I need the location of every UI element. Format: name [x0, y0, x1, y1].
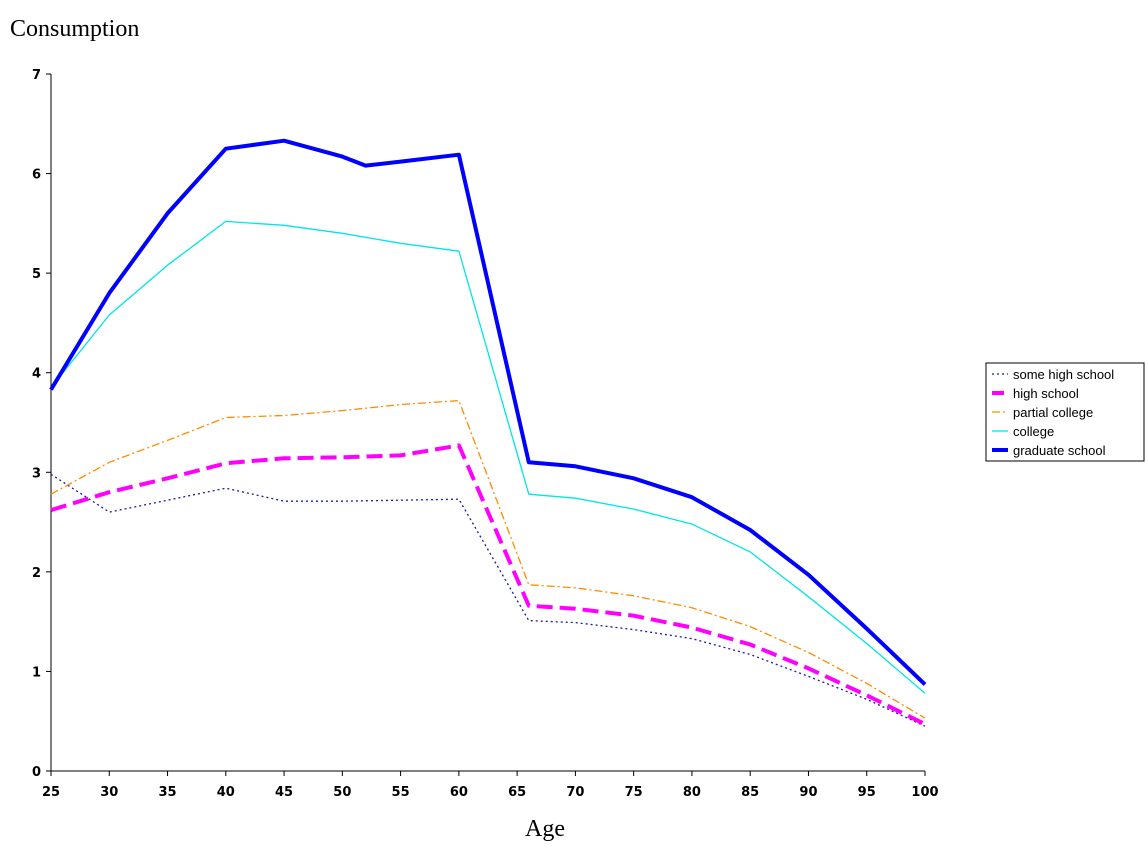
series-line-high-school — [50, 443, 926, 726]
legend-label: high school — [1013, 386, 1079, 401]
x-tick-label: 50 — [333, 785, 351, 800]
y-tick-label: 2 — [32, 566, 41, 581]
y-tick-label: 0 — [32, 765, 41, 780]
x-tick-label: 60 — [450, 785, 468, 800]
series-line-college — [50, 220, 926, 694]
x-tick-label: 90 — [799, 785, 817, 800]
legend-label: college — [1013, 424, 1054, 439]
x-tick-label: 95 — [858, 785, 876, 800]
y-tick-label: 5 — [32, 267, 41, 282]
series-layer — [49, 138, 927, 727]
x-tick-label: 100 — [911, 785, 938, 800]
y-tick-label: 4 — [32, 367, 41, 382]
legend-label: partial college — [1013, 405, 1093, 420]
x-tick-label: 65 — [508, 785, 526, 800]
legend-label: some high school — [1013, 367, 1114, 382]
y-tick-label: 3 — [32, 466, 41, 481]
x-ticks: 25 30 35 40 45 50 55 60 65 70 75 80 85 90 95 100 — [42, 771, 939, 800]
x-tick-label: 80 — [683, 785, 701, 800]
y-axis-title: Consumption — [10, 16, 139, 42]
x-tick-label: 25 — [42, 785, 60, 800]
x-tick-label: 70 — [566, 785, 584, 800]
series-line-graduate-school — [49, 138, 927, 686]
legend-label: graduate school — [1013, 443, 1106, 458]
series-line-partial-college — [50, 399, 926, 719]
x-tick-label: 85 — [741, 785, 759, 800]
y-tick-label: 7 — [32, 68, 41, 83]
x-axis-title: Age — [525, 816, 565, 842]
x-tick-label: 40 — [217, 785, 235, 800]
legend-box — [985, 362, 1145, 462]
x-tick-label: 55 — [392, 785, 410, 800]
y-tick-label: 6 — [32, 168, 41, 183]
legend: some high school high school partial colle… — [985, 362, 1145, 462]
x-tick-label: 75 — [625, 785, 643, 800]
x-tick-label: 45 — [275, 785, 293, 800]
x-tick-label: 35 — [158, 785, 176, 800]
y-ticks: 0 1 2 3 4 5 6 7 — [32, 68, 51, 780]
y-tick-label: 1 — [32, 665, 41, 680]
x-tick-label: 30 — [100, 785, 118, 800]
